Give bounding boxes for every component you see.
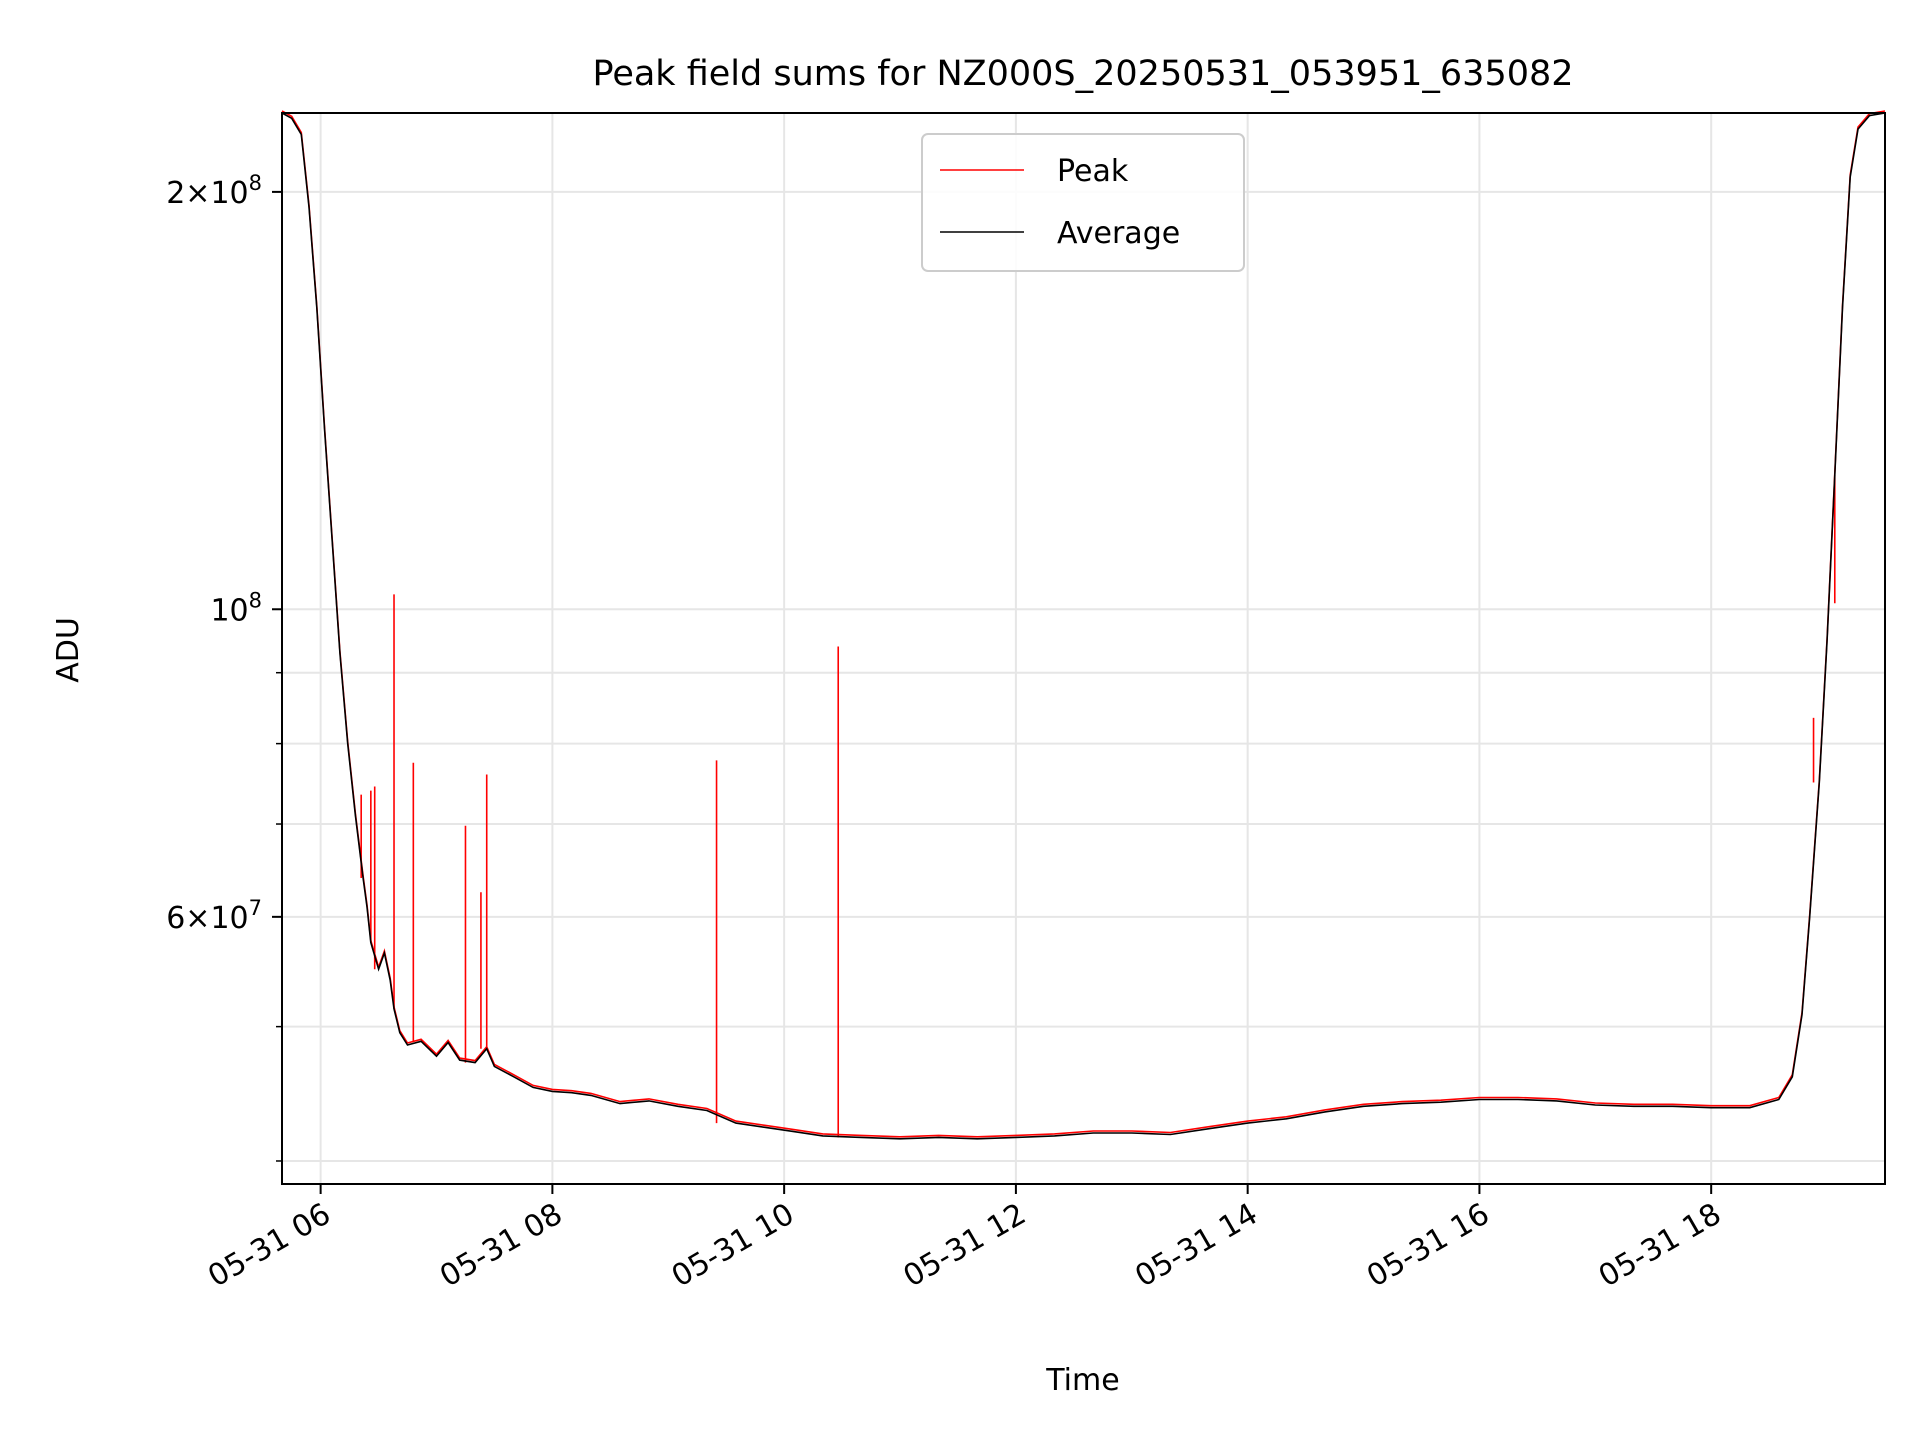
- legend: Peak Average: [921, 133, 1245, 272]
- legend-frame: [921, 133, 1245, 272]
- legend-label-peak: Peak: [1057, 154, 1129, 189]
- plot-frame: [281, 112, 1886, 1185]
- series-line-average: [281, 112, 1886, 1140]
- y-tick-label: 2×108: [166, 171, 262, 211]
- chart-title: Peak field sums for NZ000S_20250531_0539…: [592, 54, 1573, 94]
- y-axis-label: ADU: [51, 617, 86, 683]
- legend-label-average: Average: [1057, 216, 1180, 251]
- grid-lines: [282, 113, 1885, 1184]
- y-tick-label: 6×107: [166, 896, 262, 936]
- x-axis-label: Time: [1045, 1363, 1119, 1398]
- plot-area: [281, 110, 1886, 1140]
